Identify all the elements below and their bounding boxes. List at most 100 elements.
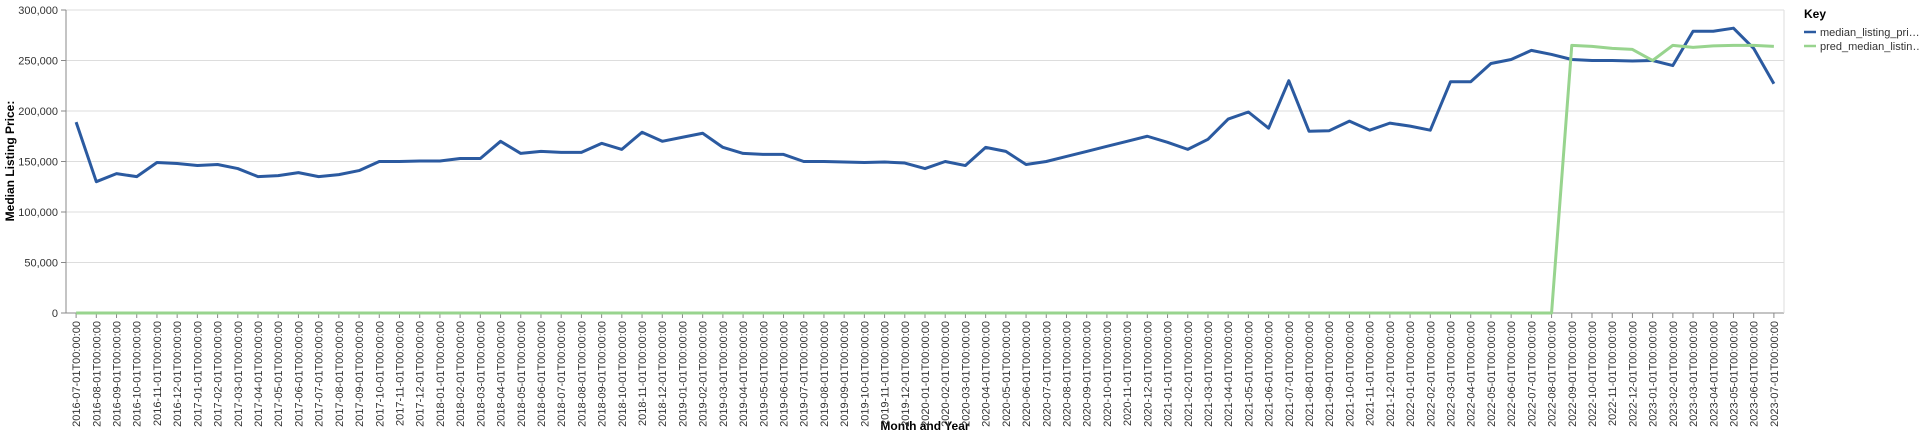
line-series	[76, 43, 1774, 315]
x-tick-label: 2021-09-01T00:00:00	[1324, 321, 1336, 427]
x-tick-label: 2019-09-01T00:00:00	[839, 321, 851, 427]
x-tick-label: 2023-06-01T00:00:00	[1749, 321, 1761, 427]
x-tick-label: 2023-04-01T00:00:00	[1708, 321, 1720, 427]
y-axis-title: Median Listing Price:	[3, 101, 17, 222]
x-tick-label: 2020-04-01T00:00:00	[981, 321, 993, 427]
x-tick-label: 2018-11-01T00:00:00	[637, 321, 649, 426]
x-tick-label: 2021-04-01T00:00:00	[1223, 321, 1235, 427]
y-tick-label: 0	[52, 308, 58, 320]
x-tick-label: 2018-12-01T00:00:00	[657, 321, 669, 427]
x-tick-label: 2018-08-01T00:00:00	[576, 321, 588, 427]
y-tick-label: 200,000	[18, 106, 58, 118]
x-tick-label: 2020-11-01T00:00:00	[1122, 321, 1134, 426]
x-tick-label: 2017-03-01T00:00:00	[233, 321, 245, 427]
x-tick-label: 2020-09-01T00:00:00	[1082, 321, 1094, 427]
x-tick-label: 2018-02-01T00:00:00	[455, 321, 467, 427]
x-tick-label: 2021-05-01T00:00:00	[1243, 321, 1255, 427]
x-tick-label: 2021-03-01T00:00:00	[1203, 321, 1215, 427]
x-tick-label: 2018-04-01T00:00:00	[496, 321, 508, 427]
legend-label: pred_median_listin…	[1820, 41, 1920, 53]
x-tick-label: 2019-11-01T00:00:00	[880, 321, 892, 426]
x-tick-label: 2021-10-01T00:00:00	[1344, 321, 1356, 427]
x-tick-label: 2017-01-01T00:00:00	[192, 321, 204, 427]
x-tick-label: 2019-05-01T00:00:00	[758, 321, 770, 427]
x-tick-label: 2016-10-01T00:00:00	[132, 321, 144, 427]
x-tick-label: 2018-09-01T00:00:00	[597, 321, 609, 427]
x-tick-label: 2020-01-01T00:00:00	[920, 321, 932, 427]
x-tick-label: 2023-07-01T00:00:00	[1769, 321, 1781, 427]
y-tick-label: 150,000	[18, 157, 58, 169]
x-tick-label: 2021-08-01T00:00:00	[1304, 321, 1316, 427]
legend-title: Key	[1804, 7, 1826, 21]
x-tick-label: 2019-02-01T00:00:00	[698, 321, 710, 427]
y-tick-label: 300,000	[18, 5, 58, 17]
x-tick-label: 2019-04-01T00:00:00	[738, 321, 750, 427]
x-tick-label: 2023-01-01T00:00:00	[1648, 321, 1660, 427]
x-tick-label: 2022-05-01T00:00:00	[1486, 321, 1498, 427]
x-tick-label: 2021-11-01T00:00:00	[1365, 321, 1377, 426]
y-tick-label: 50,000	[24, 258, 58, 270]
x-tick-label: 2019-06-01T00:00:00	[779, 321, 791, 427]
line-series	[74, 26, 1776, 184]
x-tick-label: 2017-12-01T00:00:00	[415, 321, 427, 427]
x-tick-label: 2023-03-01T00:00:00	[1688, 321, 1700, 427]
x-tick-label: 2018-03-01T00:00:00	[475, 321, 487, 427]
x-tick-label: 2017-02-01T00:00:00	[213, 321, 225, 427]
legend-label: median_listing_pri…	[1820, 27, 1920, 39]
x-tick-label: 2020-06-01T00:00:00	[1021, 321, 1033, 427]
x-tick-label: 2017-05-01T00:00:00	[273, 321, 285, 427]
x-tick-label: 2019-12-01T00:00:00	[900, 321, 912, 427]
x-tick-label: 2017-11-01T00:00:00	[394, 321, 406, 426]
x-tick-label: 2019-07-01T00:00:00	[799, 321, 811, 427]
x-tick-label: 2018-10-01T00:00:00	[617, 321, 629, 427]
x-tick-label: 2021-07-01T00:00:00	[1284, 321, 1296, 427]
x-tick-label: 2022-12-01T00:00:00	[1627, 321, 1639, 427]
x-tick-label: 2023-02-01T00:00:00	[1668, 321, 1680, 427]
x-tick-label: 2016-12-01T00:00:00	[172, 321, 184, 427]
x-tick-label: 2020-05-01T00:00:00	[1001, 321, 1013, 427]
x-tick-label: 2022-04-01T00:00:00	[1466, 321, 1478, 427]
x-tick-label: 2021-01-01T00:00:00	[1163, 321, 1175, 427]
x-tick-label: 2022-02-01T00:00:00	[1425, 321, 1437, 427]
x-tick-label: 2020-03-01T00:00:00	[960, 321, 972, 427]
x-tick-label: 2020-12-01T00:00:00	[1142, 321, 1154, 427]
x-tick-label: 2022-08-01T00:00:00	[1547, 321, 1559, 427]
x-tick-label: 2016-08-01T00:00:00	[91, 321, 103, 427]
x-tick-label: 2020-07-01T00:00:00	[1041, 321, 1053, 427]
x-tick-label: 2017-06-01T00:00:00	[293, 321, 305, 427]
x-tick-label: 2018-05-01T00:00:00	[516, 321, 528, 427]
x-tick-label: 2016-07-01T00:00:00	[71, 321, 83, 427]
x-tick-label: 2022-03-01T00:00:00	[1446, 321, 1458, 427]
x-tick-label: 2019-03-01T00:00:00	[718, 321, 730, 427]
x-tick-label: 2023-05-01T00:00:00	[1728, 321, 1740, 427]
x-tick-label: 2017-09-01T00:00:00	[354, 321, 366, 427]
x-tick-label: 2017-08-01T00:00:00	[334, 321, 346, 427]
x-tick-label: 2022-10-01T00:00:00	[1587, 321, 1599, 427]
x-tick-label: 2017-10-01T00:00:00	[374, 321, 386, 427]
x-tick-label: 2020-08-01T00:00:00	[1061, 321, 1073, 427]
x-tick-label: 2020-02-01T00:00:00	[940, 321, 952, 427]
x-tick-label: 2022-06-01T00:00:00	[1506, 321, 1518, 427]
x-tick-label: 2018-07-01T00:00:00	[556, 321, 568, 427]
x-tick-label: 2021-12-01T00:00:00	[1385, 321, 1397, 427]
x-tick-label: 2019-01-01T00:00:00	[677, 321, 689, 427]
x-tick-label: 2016-09-01T00:00:00	[112, 321, 124, 427]
y-tick-label: 100,000	[18, 207, 58, 219]
x-tick-label: 2022-07-01T00:00:00	[1526, 321, 1538, 427]
x-tick-label: 2022-11-01T00:00:00	[1607, 321, 1619, 426]
x-tick-label: 2022-01-01T00:00:00	[1405, 321, 1417, 427]
x-tick-label: 2020-10-01T00:00:00	[1102, 321, 1114, 427]
x-tick-label: 2018-01-01T00:00:00	[435, 321, 447, 427]
x-tick-label: 2017-04-01T00:00:00	[253, 321, 265, 427]
x-tick-label: 2019-08-01T00:00:00	[819, 321, 831, 427]
x-tick-label: 2018-06-01T00:00:00	[536, 321, 548, 427]
x-tick-label: 2017-07-01T00:00:00	[314, 321, 326, 427]
x-axis-title: Month and Year	[880, 419, 969, 433]
x-tick-label: 2021-02-01T00:00:00	[1183, 321, 1195, 427]
y-tick-label: 250,000	[18, 56, 58, 68]
x-tick-label: 2022-09-01T00:00:00	[1567, 321, 1579, 427]
x-tick-label: 2021-06-01T00:00:00	[1264, 321, 1276, 427]
x-tick-label: 2019-10-01T00:00:00	[859, 321, 871, 427]
